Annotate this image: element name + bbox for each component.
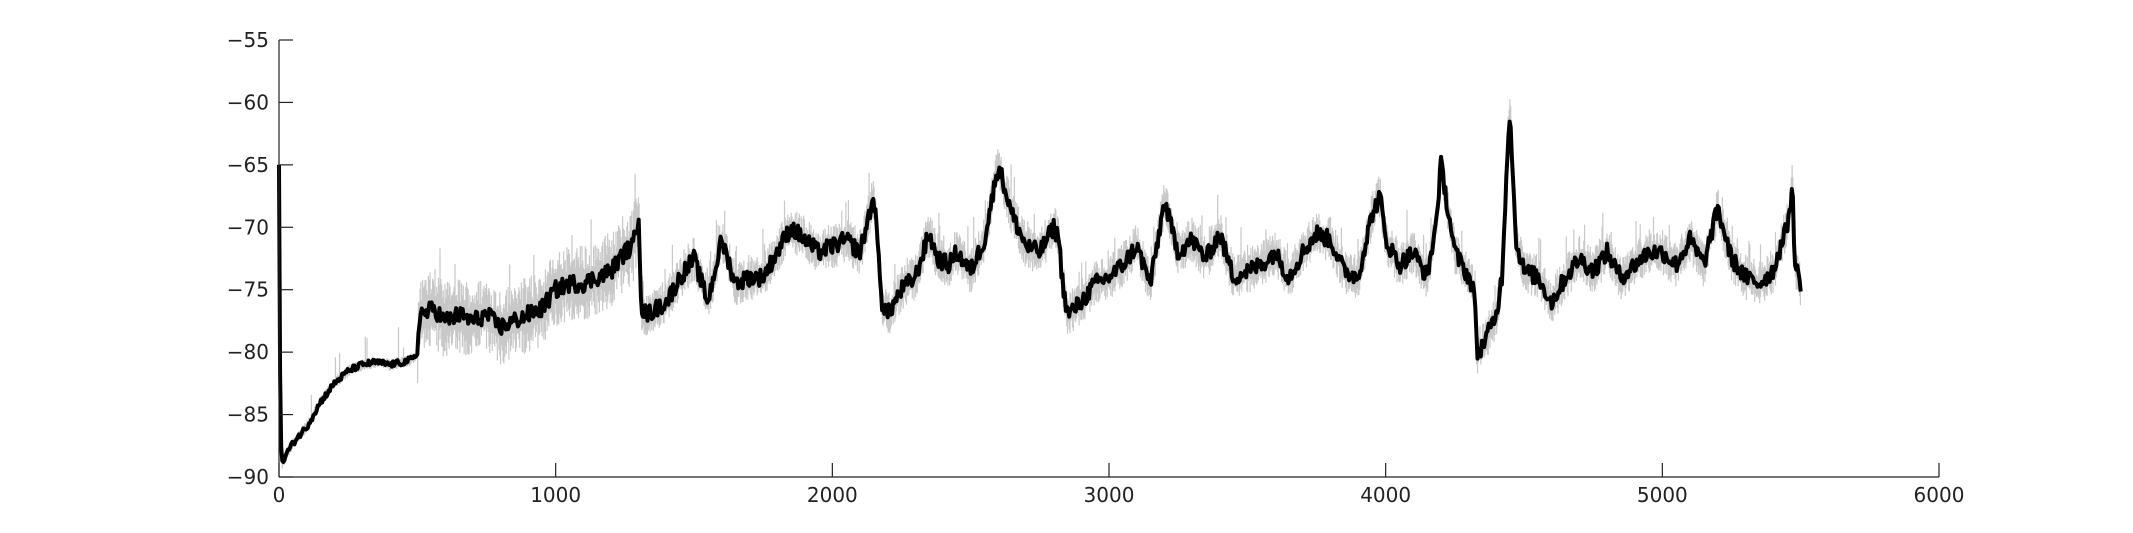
mean-line xyxy=(277,119,1803,464)
y-tick-label: −80 xyxy=(227,340,269,364)
y-tick-label: −75 xyxy=(227,278,269,302)
x-axis: 0 1000 2000 3000 4000 5000 6000 xyxy=(273,463,1965,507)
x-tick-label: 2000 xyxy=(807,483,858,507)
x-tick-label: 6000 xyxy=(1914,483,1965,507)
y-tick-label: −85 xyxy=(227,403,269,427)
spread-band xyxy=(278,99,1801,469)
y-tick-label: −60 xyxy=(227,90,269,114)
x-tick-label: 1000 xyxy=(530,483,581,507)
x-tick-label: 4000 xyxy=(1360,483,1411,507)
y-tick-label: −55 xyxy=(227,28,269,52)
x-tick-label: 5000 xyxy=(1637,483,1688,507)
y-axis: −90 −85 −80 −75 −70 −65 −60 −55 xyxy=(227,28,293,489)
series-layer xyxy=(277,119,1803,464)
band-layer xyxy=(278,99,1801,469)
y-tick-label: −65 xyxy=(227,153,269,177)
x-tick-label: 0 xyxy=(273,483,286,507)
x-tick-label: 3000 xyxy=(1084,483,1135,507)
y-tick-label: −90 xyxy=(227,465,269,489)
y-tick-label: −70 xyxy=(227,215,269,239)
